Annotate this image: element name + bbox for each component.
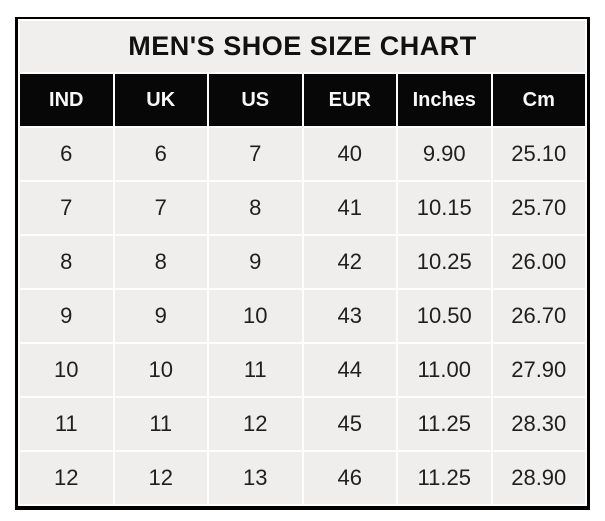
table-cell: 10.15 [398, 182, 491, 234]
table-row: 7 7 8 41 10.15 25.70 [20, 182, 585, 234]
table-cell: 41 [303, 182, 396, 234]
table-cell: 25.70 [492, 182, 585, 234]
table-cell: 27.90 [492, 344, 585, 396]
table-cell: 11.25 [398, 452, 491, 504]
table-cell: 6 [114, 128, 207, 180]
table-cell: 11 [209, 344, 302, 396]
table-row: 11 11 12 45 11.25 28.30 [20, 398, 585, 450]
column-header-us: US [209, 74, 302, 126]
table-cell: 6 [20, 128, 113, 180]
table-cell: 42 [303, 236, 396, 288]
table-cell: 11.25 [398, 398, 491, 450]
table-cell: 11 [20, 398, 113, 450]
table-cell: 8 [209, 182, 302, 234]
column-header-ind: IND [20, 74, 113, 126]
table-cell: 26.00 [492, 236, 585, 288]
table-cell: 43 [303, 290, 396, 342]
column-header-eur: EUR [303, 74, 396, 126]
table-cell: 7 [20, 182, 113, 234]
table-cell: 45 [303, 398, 396, 450]
chart-title: MEN'S SHOE SIZE CHART [20, 21, 585, 72]
table-cell: 8 [20, 236, 113, 288]
table-cell: 11 [114, 398, 207, 450]
table-cell: 8 [114, 236, 207, 288]
table-cell: 10 [209, 290, 302, 342]
title-row: MEN'S SHOE SIZE CHART [20, 21, 585, 72]
column-header-uk: UK [114, 74, 207, 126]
table-cell: 9 [114, 290, 207, 342]
table-cell: 11.00 [398, 344, 491, 396]
table-cell: 12 [20, 452, 113, 504]
table-row: 10 10 11 44 11.00 27.90 [20, 344, 585, 396]
table-cell: 10 [114, 344, 207, 396]
column-header-inches: Inches [398, 74, 491, 126]
table-cell: 9.90 [398, 128, 491, 180]
column-header-cm: Cm [492, 74, 585, 126]
table-cell: 7 [114, 182, 207, 234]
table-cell: 9 [20, 290, 113, 342]
table-cell: 26.70 [492, 290, 585, 342]
table-cell: 9 [209, 236, 302, 288]
table-cell: 46 [303, 452, 396, 504]
table-row: 8 8 9 42 10.25 26.00 [20, 236, 585, 288]
table-body: 6 6 7 40 9.90 25.10 7 7 8 41 10.15 25.70 8 8 9 42 10.25 2… [20, 128, 585, 504]
table-cell: 13 [209, 452, 302, 504]
table-row: 9 9 10 43 10.50 26.70 [20, 290, 585, 342]
shoe-size-chart: MEN'S SHOE SIZE CHART IND UK US EUR Inch… [15, 17, 590, 510]
table-cell: 12 [114, 452, 207, 504]
table-cell: 12 [209, 398, 302, 450]
table-row: 6 6 7 40 9.90 25.10 [20, 128, 585, 180]
table-cell: 7 [209, 128, 302, 180]
table-cell: 28.90 [492, 452, 585, 504]
table-cell: 44 [303, 344, 396, 396]
table-cell: 10 [20, 344, 113, 396]
table-cell: 25.10 [492, 128, 585, 180]
table-cell: 10.50 [398, 290, 491, 342]
shoe-size-table: MEN'S SHOE SIZE CHART IND UK US EUR Inch… [15, 17, 590, 510]
table-cell: 40 [303, 128, 396, 180]
header-row: IND UK US EUR Inches Cm [20, 74, 585, 126]
table-cell: 28.30 [492, 398, 585, 450]
table-row: 12 12 13 46 11.25 28.90 [20, 452, 585, 504]
table-cell: 10.25 [398, 236, 491, 288]
